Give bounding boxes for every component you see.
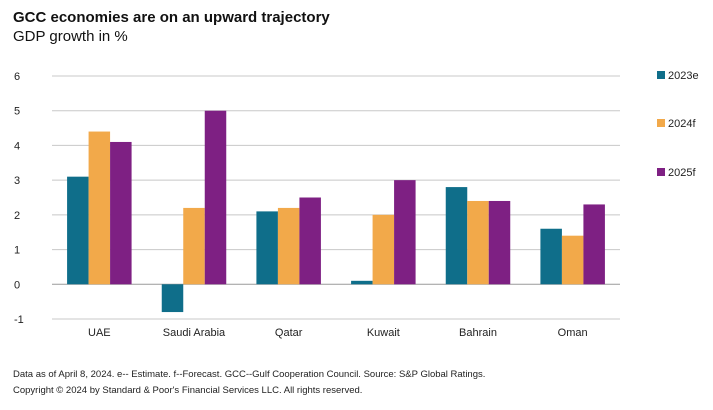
y-tick-label: 6 xyxy=(14,71,20,83)
bar-2024f xyxy=(88,131,111,285)
y-tick-label: 4 xyxy=(14,140,20,152)
x-tick-label: Qatar xyxy=(275,327,303,339)
bar-2025f xyxy=(110,141,132,285)
bar-2023e xyxy=(256,211,278,285)
x-axis-ticks: UAE Saudi Arabia Qatar Kuwait Bahrain Oman xyxy=(88,327,588,339)
bar-2024f xyxy=(372,214,395,285)
legend-label: 2024f xyxy=(668,118,696,130)
legend-swatch xyxy=(657,119,665,127)
y-tick-label: 0 xyxy=(14,279,20,291)
source-note: Data as of April 8, 2024. e-- Estimate. … xyxy=(13,369,486,380)
y-tick-label: 5 xyxy=(14,106,20,118)
bar-2023e xyxy=(67,176,89,285)
legend-swatch xyxy=(657,168,665,176)
bar-2025f xyxy=(583,204,605,285)
bar-2024f xyxy=(183,207,205,285)
bar-2025f xyxy=(204,110,227,285)
bar-chart: -1 0 1 2 3 4 5 6 UAE Saudi Arabia Qatar Kuwait Bahr… xyxy=(14,70,699,339)
x-tick-label: UAE xyxy=(88,327,111,339)
grid-lines xyxy=(52,75,620,320)
bar-2024f xyxy=(277,207,300,285)
legend-swatch xyxy=(657,71,665,79)
bar-2023e xyxy=(161,284,184,313)
x-tick-label: Saudi Arabia xyxy=(163,327,226,339)
bar-2025f xyxy=(488,200,511,285)
legend-label: 2025f xyxy=(668,167,696,179)
bar-2025f xyxy=(299,197,321,285)
legend: 2023e 2024f 2025f xyxy=(657,70,699,179)
y-tick-label: 3 xyxy=(14,175,20,187)
bar-2024f xyxy=(467,200,489,285)
x-tick-label: Oman xyxy=(558,327,588,339)
y-tick-label: -1 xyxy=(14,314,24,326)
x-tick-label: Bahrain xyxy=(459,327,497,339)
x-tick-label: Kuwait xyxy=(367,327,400,339)
bar-2023e xyxy=(445,187,468,285)
y-tick-label: 1 xyxy=(14,245,20,257)
y-axis-ticks: -1 0 1 2 3 4 5 6 xyxy=(14,71,24,326)
bar-2024f xyxy=(561,235,584,285)
legend-label: 2023e xyxy=(668,70,699,82)
copyright-note: Copyright © 2024 by Standard & Poor's Fi… xyxy=(13,385,363,396)
bar-2023e xyxy=(351,280,373,285)
y-tick-label: 2 xyxy=(14,210,20,222)
bar-2025f xyxy=(394,180,416,285)
chart-title: GCC economies are on an upward trajector… xyxy=(13,9,330,26)
bar-2023e xyxy=(540,228,562,285)
chart-subtitle: GDP growth in % xyxy=(13,28,128,45)
bars xyxy=(67,110,605,313)
